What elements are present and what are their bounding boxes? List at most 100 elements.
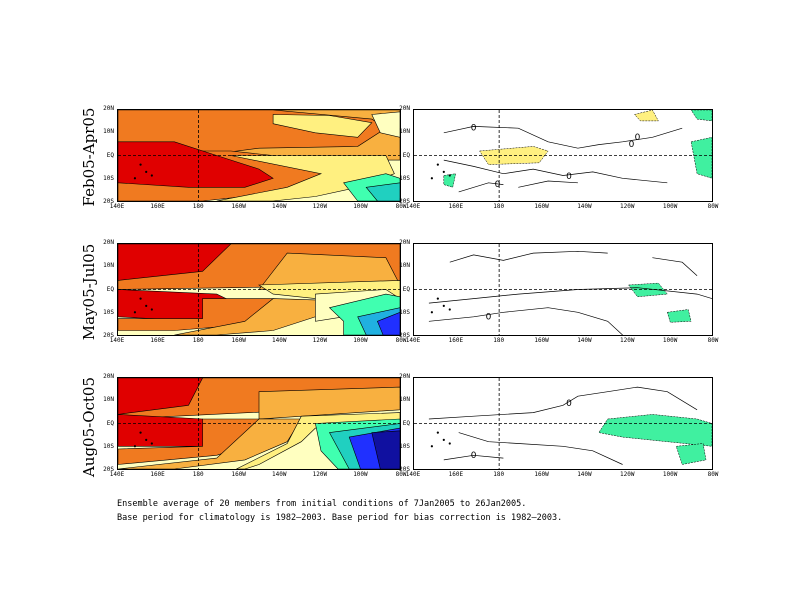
anomaly-patch <box>634 110 659 122</box>
map-svg <box>118 110 400 201</box>
island-mark <box>436 431 439 434</box>
contour-label: 0 <box>629 140 635 150</box>
lon-tick-180: 180 <box>493 471 505 478</box>
island-mark <box>430 177 433 180</box>
lon-tick-100w: 100W <box>662 337 678 344</box>
lon-tick-160w: 160W <box>534 471 549 478</box>
contour-fill <box>216 155 395 201</box>
lon-tick-120w: 120W <box>312 337 328 344</box>
island-mark <box>145 304 148 307</box>
contour-line <box>458 432 623 465</box>
lon-tick-140w: 140W <box>272 203 287 210</box>
contour-label: 0 <box>566 172 572 182</box>
contour-label: 0 <box>486 312 492 322</box>
lat-tick-10n: 10N <box>103 262 114 270</box>
island-mark <box>150 442 153 445</box>
lat-tick-10n: 10N <box>103 128 114 136</box>
lon-tick-80w: 80W <box>395 203 407 210</box>
lon-tick-100w: 100W <box>662 203 678 210</box>
anomaly-patch <box>690 137 712 179</box>
island-mark <box>139 163 142 166</box>
lon-tick-100w: 100W <box>353 471 368 478</box>
lat-tick-20s: 20S <box>103 466 114 473</box>
lon-tick-160e: 160E <box>150 471 165 478</box>
island-mark <box>430 445 433 448</box>
lat-tick-20s: 20S <box>399 198 410 205</box>
anomaly-patch <box>675 443 707 465</box>
contour-label: 0 <box>566 399 572 409</box>
contour-line <box>652 257 698 277</box>
lon-tick-180: 180 <box>192 471 204 478</box>
lon-tick-140w: 140W <box>272 471 287 478</box>
lat-tick-20s: 20S <box>399 466 410 473</box>
lon-tick-160w: 160W <box>231 337 246 344</box>
map-svg: 00 <box>414 378 712 469</box>
lon-tick-160w: 160W <box>534 337 549 344</box>
contour-fill <box>272 114 373 138</box>
contour-fill <box>118 244 232 281</box>
lat-tick-eq: EQ <box>106 285 114 293</box>
lon-tick-180: 180 <box>493 203 505 210</box>
contour-fill <box>377 311 400 335</box>
island-mark <box>442 438 445 441</box>
lon-tick-140w: 140W <box>272 337 287 344</box>
island-mark <box>448 442 451 445</box>
contour-line <box>458 182 504 193</box>
contour-label: 0 <box>471 451 477 461</box>
lon-tick-160e: 160E <box>448 203 464 210</box>
left-map-panel <box>117 243 401 336</box>
island-mark <box>150 308 153 311</box>
lon-tick-140e: 140E <box>109 471 125 478</box>
lat-tick-20n: 20N <box>103 239 114 246</box>
island-mark <box>436 297 439 300</box>
lat-tick-10s: 10S <box>399 174 410 182</box>
anomaly-patch <box>666 309 692 323</box>
lat-tick-20s: 20S <box>103 332 114 339</box>
island-mark <box>442 304 445 307</box>
contour-line <box>443 454 504 461</box>
lon-tick-140e: 140E <box>109 337 125 344</box>
lon-tick-140e: 140E <box>405 203 421 210</box>
lat-tick-20n: 20N <box>399 105 410 112</box>
lon-tick-120w: 120W <box>620 337 635 344</box>
right-map-panel: 0 <box>413 243 713 336</box>
lon-tick-120w: 120W <box>312 471 328 478</box>
map-svg <box>118 244 400 335</box>
island-mark <box>145 170 148 173</box>
lon-tick-120w: 120W <box>312 203 328 210</box>
island-mark <box>139 431 142 434</box>
left-map-panel <box>117 109 401 202</box>
anomaly-patch <box>598 414 712 447</box>
lon-tick-100w: 100W <box>353 203 368 210</box>
lat-tick-20n: 20N <box>399 239 410 246</box>
island-mark <box>139 297 142 300</box>
island-mark <box>145 438 148 441</box>
island-mark <box>150 174 153 177</box>
island-mark <box>442 170 445 173</box>
lat-tick-10n: 10N <box>399 262 410 270</box>
island-mark <box>448 308 451 311</box>
lat-tick-10n: 10N <box>399 396 410 404</box>
lon-tick-140w: 140W <box>577 471 592 478</box>
lon-tick-100w: 100W <box>662 471 678 478</box>
row-label-aug-oct: Aug05-Oct05 <box>80 376 98 478</box>
contour-fill <box>371 111 400 138</box>
lat-tick-eq: EQ <box>106 419 114 427</box>
lon-tick-100w: 100W <box>353 337 368 344</box>
lon-tick-160e: 160E <box>448 337 464 344</box>
lat-tick-20s: 20S <box>103 198 114 205</box>
contour-fill <box>258 386 400 420</box>
lat-tick-20s: 20S <box>399 332 410 339</box>
lon-tick-80w: 80W <box>395 471 407 478</box>
contour-fill <box>371 430 400 469</box>
island-mark <box>448 174 451 177</box>
anomaly-patch <box>690 110 712 122</box>
island-mark <box>436 163 439 166</box>
anomaly-patch <box>628 282 668 298</box>
lat-tick-eq: EQ <box>402 419 410 427</box>
lon-tick-160e: 160E <box>150 203 165 210</box>
footer-line-2: Base period for climatology is 1982–2003… <box>117 513 563 523</box>
